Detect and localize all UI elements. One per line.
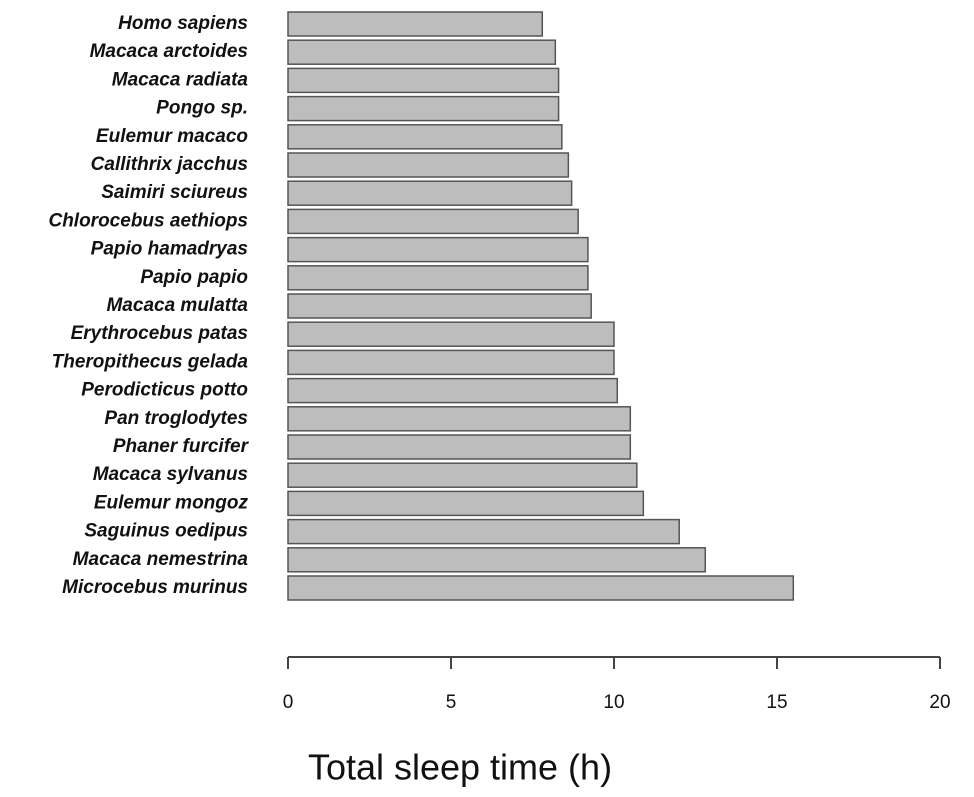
y-tick-label: Eulemur mongoz	[94, 492, 249, 513]
x-tick-label: 10	[603, 692, 624, 713]
y-tick-label: Papio hamadryas	[91, 239, 248, 260]
x-tick-label: 5	[446, 692, 457, 713]
y-tick-label: Erythrocebus patas	[71, 323, 248, 344]
y-tick-label: Papio papio	[140, 267, 248, 288]
bar	[287, 518, 680, 545]
bar	[287, 124, 563, 150]
bar	[287, 265, 589, 291]
bar	[287, 321, 615, 347]
bar	[287, 349, 615, 376]
bar	[287, 293, 592, 319]
x-tick-label: 20	[929, 692, 950, 713]
y-tick-label: Phaner furcifer	[113, 436, 250, 457]
bar	[287, 152, 570, 178]
bar	[287, 575, 795, 601]
y-tick-label: Saguinus oedipus	[84, 521, 248, 542]
bar	[287, 547, 707, 573]
bar	[287, 236, 589, 263]
bar	[287, 490, 645, 517]
bar	[287, 208, 579, 235]
x-tick-label: 0	[283, 692, 294, 713]
y-tick-label: Chlorocebus aethiops	[48, 210, 248, 231]
y-tick-label: Saimiri sciureus	[101, 182, 248, 203]
bar	[287, 434, 632, 460]
bar	[287, 11, 544, 37]
y-tick-label: Perodicticus potto	[81, 380, 248, 401]
bar	[287, 462, 638, 488]
y-tick-label: Macaca sylvanus	[93, 464, 248, 485]
bar	[287, 406, 632, 432]
bar	[287, 377, 619, 404]
y-tick-label: Macaca arctoides	[90, 41, 248, 62]
y-tick-label: Macaca mulatta	[106, 295, 248, 316]
y-tick-label: Macaca nemestrina	[73, 549, 249, 570]
y-tick-label: Theropithecus gelada	[52, 351, 249, 372]
bar	[287, 39, 557, 65]
y-tick-label: Callithrix jacchus	[91, 154, 248, 175]
x-tick-label: 15	[766, 692, 787, 713]
y-tick-label: Homo sapiens	[118, 13, 248, 34]
y-tick-label: Eulemur macaco	[96, 126, 248, 147]
y-tick-label: Macaca radiata	[112, 69, 249, 90]
y-tick-label: Microcebus murinus	[62, 577, 248, 598]
x-axis-label: Total sleep time (h)	[308, 747, 612, 788]
y-tick-label: Pan troglodytes	[104, 408, 248, 429]
bar	[287, 95, 560, 122]
bar	[287, 180, 573, 206]
bar	[287, 67, 560, 94]
y-tick-label: Pongo sp.	[156, 98, 248, 119]
